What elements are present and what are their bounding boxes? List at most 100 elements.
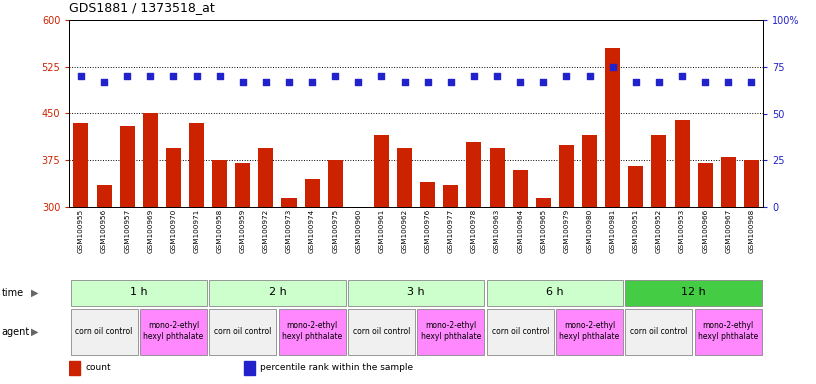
Text: GDS1881 / 1373518_at: GDS1881 / 1373518_at — [69, 1, 215, 14]
Text: corn oil control: corn oil control — [214, 326, 272, 336]
Text: GSM100964: GSM100964 — [517, 209, 523, 253]
Bar — [348, 309, 415, 355]
Text: GSM100956: GSM100956 — [101, 209, 107, 253]
Text: GSM100951: GSM100951 — [632, 209, 639, 253]
Bar — [651, 135, 667, 207]
Bar — [244, 361, 255, 375]
Text: GSM100966: GSM100966 — [702, 209, 708, 253]
Text: corn oil control: corn oil control — [75, 326, 133, 336]
Point — [652, 79, 665, 85]
Bar — [536, 198, 551, 207]
Bar — [694, 309, 762, 355]
Text: GSM100968: GSM100968 — [748, 209, 755, 253]
Bar — [374, 135, 389, 207]
Bar — [212, 160, 227, 207]
Bar — [259, 148, 273, 207]
Text: ▶: ▶ — [31, 288, 38, 298]
Text: GSM100959: GSM100959 — [240, 209, 246, 253]
Point — [259, 79, 273, 85]
Text: GSM100971: GSM100971 — [193, 209, 200, 253]
Point — [329, 73, 342, 79]
Text: agent: agent — [2, 327, 30, 337]
Text: GSM100958: GSM100958 — [216, 209, 223, 253]
Bar — [490, 148, 504, 207]
Point — [537, 79, 550, 85]
Point — [166, 73, 180, 79]
Point — [121, 73, 134, 79]
Bar — [605, 48, 620, 207]
Text: GSM100961: GSM100961 — [379, 209, 384, 253]
Text: GSM100976: GSM100976 — [424, 209, 431, 253]
Text: GSM100969: GSM100969 — [147, 209, 153, 253]
Text: mono-2-ethyl
hexyl phthalate: mono-2-ethyl hexyl phthalate — [560, 321, 619, 341]
Text: GSM100965: GSM100965 — [540, 209, 547, 253]
Text: GSM100980: GSM100980 — [587, 209, 592, 253]
Point — [421, 79, 434, 85]
Text: mono-2-ethyl
hexyl phthalate: mono-2-ethyl hexyl phthalate — [698, 321, 758, 341]
Bar — [140, 309, 207, 355]
Text: mono-2-ethyl
hexyl phthalate: mono-2-ethyl hexyl phthalate — [282, 321, 342, 341]
Bar — [744, 160, 759, 207]
Point — [190, 73, 203, 79]
Bar — [417, 309, 485, 355]
Point — [745, 79, 758, 85]
Text: corn oil control: corn oil control — [630, 326, 688, 336]
Bar — [486, 309, 554, 355]
Bar — [675, 120, 690, 207]
Text: GSM100952: GSM100952 — [656, 209, 662, 253]
Bar — [143, 114, 157, 207]
Point — [721, 79, 734, 85]
Point — [490, 73, 503, 79]
Bar — [70, 280, 207, 306]
Text: count: count — [85, 363, 111, 372]
Bar — [209, 280, 346, 306]
Bar — [235, 163, 251, 207]
Text: GSM100979: GSM100979 — [563, 209, 570, 253]
Bar — [96, 185, 112, 207]
Bar — [443, 185, 459, 207]
Bar — [698, 163, 712, 207]
Point — [98, 79, 111, 85]
Text: corn oil control: corn oil control — [353, 326, 410, 336]
Point — [676, 73, 689, 79]
Bar — [721, 157, 736, 207]
Bar — [189, 123, 204, 207]
Bar — [282, 198, 296, 207]
Bar — [486, 280, 623, 306]
Text: GSM100955: GSM100955 — [78, 209, 84, 253]
Text: GSM100978: GSM100978 — [471, 209, 477, 253]
Text: GSM100953: GSM100953 — [679, 209, 685, 253]
Point — [236, 79, 249, 85]
Bar — [559, 145, 574, 207]
Bar — [625, 280, 762, 306]
Text: ▶: ▶ — [31, 327, 38, 337]
Point — [305, 79, 318, 85]
Text: GSM100963: GSM100963 — [494, 209, 500, 253]
Bar — [420, 182, 435, 207]
Point — [560, 73, 573, 79]
Text: GSM100974: GSM100974 — [309, 209, 315, 253]
Text: GSM100967: GSM100967 — [725, 209, 731, 253]
Point — [213, 73, 226, 79]
Text: GSM100981: GSM100981 — [610, 209, 616, 253]
Bar — [328, 160, 343, 207]
Point — [513, 79, 526, 85]
Bar — [70, 309, 138, 355]
Bar — [467, 142, 481, 207]
Text: GSM100973: GSM100973 — [286, 209, 292, 253]
Point — [282, 79, 295, 85]
Bar — [625, 309, 693, 355]
Point — [398, 79, 411, 85]
Text: 6 h: 6 h — [546, 288, 564, 298]
Point — [629, 79, 642, 85]
Bar — [278, 309, 346, 355]
Text: 12 h: 12 h — [681, 288, 706, 298]
Text: GSM100962: GSM100962 — [401, 209, 408, 253]
Text: mono-2-ethyl
hexyl phthalate: mono-2-ethyl hexyl phthalate — [144, 321, 203, 341]
Bar — [512, 170, 528, 207]
Bar — [348, 280, 485, 306]
Point — [444, 79, 457, 85]
Text: GSM100960: GSM100960 — [355, 209, 361, 253]
Text: GSM100977: GSM100977 — [448, 209, 454, 253]
Bar — [628, 167, 643, 207]
